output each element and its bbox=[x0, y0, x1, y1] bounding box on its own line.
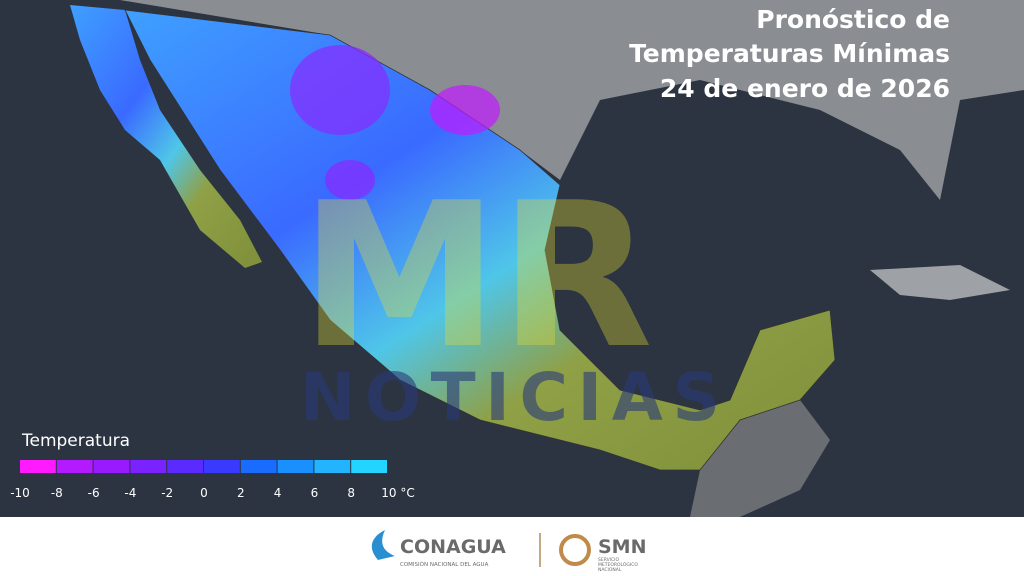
cuba bbox=[870, 265, 1010, 300]
legend: -10 -8 -6 -4 -2 0 2 4 6 8 10 °C bbox=[10, 460, 415, 500]
legend-label: -4 bbox=[124, 486, 136, 500]
legend-label: 8 bbox=[347, 486, 355, 500]
smn-subtitle: NACIONAL bbox=[598, 567, 622, 573]
legend-label: -8 bbox=[51, 486, 63, 500]
legend-swatch bbox=[351, 460, 387, 473]
footer bbox=[0, 517, 1024, 576]
legend-swatch bbox=[93, 460, 130, 473]
legend-label: 6 bbox=[311, 486, 319, 500]
legend-swatch bbox=[240, 460, 277, 473]
legend-label: -10 bbox=[10, 486, 30, 500]
smn-icon bbox=[559, 534, 591, 566]
mexico-land bbox=[124, 9, 836, 471]
legend-swatch bbox=[314, 460, 351, 473]
legend-label: 10 °C bbox=[381, 486, 414, 500]
cold-area bbox=[325, 160, 375, 200]
legend-label: -2 bbox=[161, 486, 173, 500]
conagua-name: CONAGUA bbox=[400, 536, 506, 558]
conagua-subtitle: COMISIÓN NACIONAL DEL AGUA bbox=[400, 561, 489, 568]
watermark-logo: MR bbox=[300, 160, 653, 393]
conagua-icon bbox=[371, 530, 395, 560]
legend-swatch bbox=[20, 460, 56, 473]
legend-label: 0 bbox=[200, 486, 208, 500]
legend-label: 2 bbox=[237, 486, 245, 500]
title-line: Temperaturas Mínimas bbox=[629, 39, 950, 68]
legend-label: 4 bbox=[274, 486, 282, 500]
smn-subtitle: METEOROLÓGICO bbox=[598, 561, 638, 568]
cold-area bbox=[430, 85, 500, 135]
usa-land bbox=[120, 0, 1024, 200]
smn-name: SMN bbox=[598, 536, 647, 558]
legend-swatch bbox=[204, 460, 240, 473]
legend-swatch bbox=[56, 460, 93, 473]
cold-area bbox=[290, 45, 390, 135]
legend-swatch bbox=[167, 460, 203, 473]
legend-title: Temperatura bbox=[21, 431, 130, 451]
baja-california bbox=[70, 5, 262, 268]
legend-swatch bbox=[130, 460, 167, 473]
title-line: Pronóstico de bbox=[756, 5, 950, 34]
legend-label: -6 bbox=[88, 486, 100, 500]
legend-swatch bbox=[277, 460, 314, 473]
central-america bbox=[690, 400, 830, 517]
title-line: 24 de enero de 2026 bbox=[660, 74, 950, 103]
smn-subtitle: SERVICIO bbox=[598, 557, 619, 563]
